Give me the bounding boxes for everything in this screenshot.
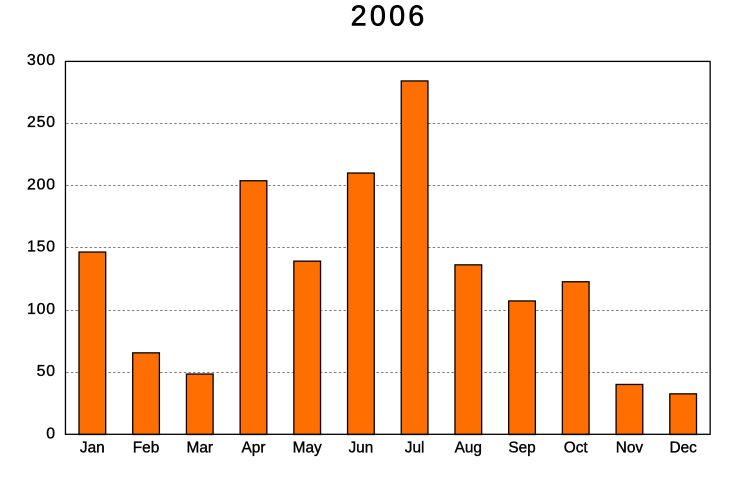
svg-text:Aug: Aug (455, 440, 482, 457)
svg-text:150: 150 (27, 239, 56, 256)
svg-text:250: 250 (27, 114, 56, 131)
svg-text:Dec: Dec (669, 440, 697, 457)
svg-text:Oct: Oct (564, 440, 589, 457)
svg-text:100: 100 (27, 301, 56, 318)
svg-text:Sep: Sep (508, 440, 535, 457)
svg-text:50: 50 (37, 363, 56, 380)
svg-text:200: 200 (27, 176, 56, 193)
svg-text:Jul: Jul (405, 440, 425, 457)
svg-text:Jan: Jan (80, 440, 105, 457)
svg-text:May: May (293, 440, 322, 457)
svg-text:Jun: Jun (348, 440, 373, 457)
svg-text:2006: 2006 (351, 1, 428, 33)
svg-text:0: 0 (46, 426, 56, 443)
svg-text:Feb: Feb (133, 440, 160, 457)
svg-text:Mar: Mar (187, 440, 214, 457)
svg-text:300: 300 (27, 52, 56, 69)
svg-text:Apr: Apr (242, 440, 266, 457)
svg-text:Nov: Nov (616, 440, 644, 457)
